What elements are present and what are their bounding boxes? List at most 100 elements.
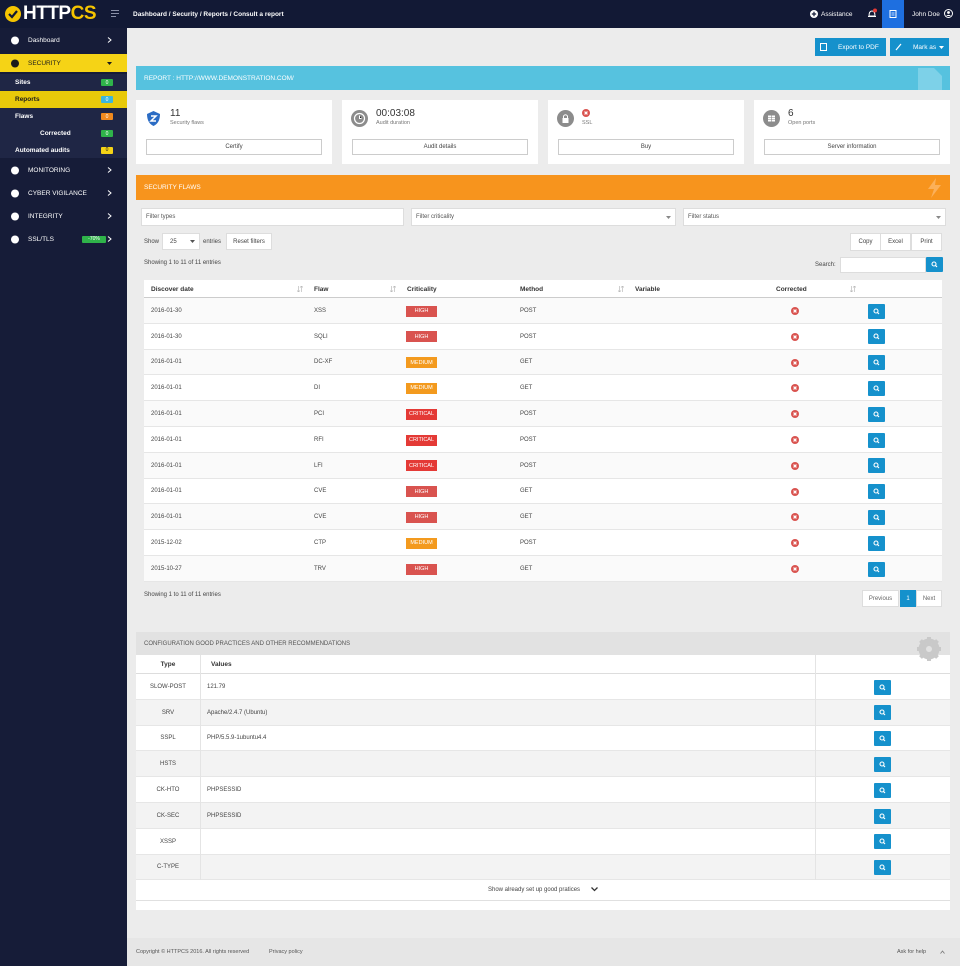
- export-button[interactable]: [815, 38, 886, 56]
- status-icon: [791, 513, 799, 522]
- view-button[interactable]: [868, 535, 885, 551]
- view-button-shape: [873, 436, 880, 443]
- filter-input[interactable]: [411, 208, 676, 226]
- view-button[interactable]: [868, 303, 885, 319]
- view-button[interactable]: [874, 860, 891, 876]
- cell-flaw: CVE: [314, 488, 327, 495]
- view-button[interactable]: [868, 561, 885, 577]
- page-size-select[interactable]: [162, 233, 200, 250]
- export-option[interactable]: Copy: [850, 233, 881, 251]
- view-button[interactable]: [874, 705, 891, 721]
- cell-method: GET: [520, 359, 533, 366]
- nav-label[interactable]: Corrected: [40, 130, 71, 137]
- nav-item-bg[interactable]: [0, 91, 127, 108]
- nav-label[interactable]: MONITORING: [28, 166, 71, 174]
- status-icon-shape: [791, 332, 799, 341]
- cell-date: 2016-01-01: [151, 385, 182, 392]
- nav-label[interactable]: Dashboard: [28, 36, 60, 44]
- nav-label[interactable]: SECURITY: [28, 59, 61, 67]
- cell-flaw: LFI: [314, 462, 323, 469]
- nav-item-bg[interactable]: [0, 125, 127, 142]
- cell-date: 2015-12-02: [151, 540, 182, 547]
- sort-icon: [618, 286, 624, 292]
- view-button[interactable]: [868, 458, 885, 474]
- view-button[interactable]: [868, 484, 885, 500]
- menu-toggle[interactable]: [111, 10, 119, 17]
- sort-icon-shape: [850, 286, 856, 292]
- nav-label[interactable]: Reports: [15, 96, 40, 103]
- view-button[interactable]: [868, 355, 885, 371]
- cell-date: 2015-10-27: [151, 565, 182, 572]
- nav-item-bg[interactable]: [0, 108, 127, 125]
- column-header[interactable]: Corrected: [776, 285, 807, 293]
- reset-button[interactable]: Reset filters: [226, 233, 272, 250]
- assistance-icon-shape: [810, 10, 818, 18]
- chevron-shape: [107, 37, 112, 43]
- assistance-link[interactable]: Assistance: [821, 10, 853, 18]
- filter-input[interactable]: [683, 208, 946, 226]
- view-button[interactable]: [874, 756, 891, 772]
- cell-flaw: CVE: [314, 514, 327, 521]
- help-link[interactable]: Ask for help: [897, 949, 927, 955]
- view-button-shape: [873, 462, 880, 469]
- nav-item-bg[interactable]: [0, 142, 127, 158]
- view-button[interactable]: [868, 380, 885, 396]
- search-input[interactable]: [840, 257, 926, 273]
- nav-label[interactable]: Sites: [15, 79, 31, 86]
- cell-method: POST: [520, 436, 537, 443]
- view-button-shape-shape: [883, 868, 886, 871]
- view-button[interactable]: [868, 509, 885, 525]
- top-bar: [0, 0, 960, 28]
- nav-item-bg[interactable]: [0, 54, 127, 72]
- notification-bell[interactable]: [867, 8, 877, 19]
- column-header[interactable]: Method: [520, 285, 544, 293]
- nav-badge: 0: [101, 130, 113, 137]
- view-button[interactable]: [868, 406, 885, 422]
- view-button[interactable]: [868, 432, 885, 448]
- user-icon-shape-shape: [944, 9, 953, 18]
- card-button[interactable]: Audit details: [352, 139, 528, 155]
- view-button[interactable]: [874, 808, 891, 824]
- show-more-link[interactable]: Show already set up good pratices: [488, 887, 581, 893]
- status-icon: [791, 565, 799, 573]
- column-header[interactable]: Discover date: [151, 285, 194, 293]
- view-button[interactable]: [874, 782, 891, 798]
- nav-label[interactable]: Flaws: [15, 113, 34, 120]
- status-icon-shape: [791, 487, 799, 496]
- cell-method: POST: [520, 462, 537, 469]
- view-button[interactable]: [868, 329, 885, 345]
- notes-button[interactable]: [882, 0, 904, 28]
- privacy-link[interactable]: Privacy policy: [269, 949, 303, 955]
- chevron-shape: [107, 236, 112, 242]
- card-button[interactable]: Server information: [764, 139, 940, 155]
- column-header[interactable]: Criticality: [407, 285, 437, 293]
- view-button[interactable]: [874, 731, 891, 747]
- chevron: [107, 236, 112, 242]
- sort-icon-shape: [390, 286, 396, 292]
- view-button[interactable]: [874, 834, 891, 850]
- card-button[interactable]: Certify: [146, 139, 322, 155]
- nav-label[interactable]: INTEGRITY: [28, 212, 63, 220]
- column-header[interactable]: Variable: [635, 285, 660, 293]
- nav-label[interactable]: CYBER VIGILANCE: [28, 189, 87, 197]
- nav-label[interactable]: SSL/TLS: [28, 235, 55, 243]
- filter-input[interactable]: [141, 208, 404, 226]
- cell-flaw: CTP: [314, 540, 326, 547]
- nav-item-bg[interactable]: [0, 74, 127, 91]
- export-option[interactable]: Print: [911, 233, 942, 251]
- view-button-shape-shape: [877, 517, 880, 521]
- column-header[interactable]: Flaw: [314, 285, 329, 293]
- nav-label[interactable]: Automated audits: [15, 146, 70, 154]
- mark-button[interactable]: [890, 38, 949, 56]
- card-button[interactable]: Buy: [558, 139, 734, 155]
- view-button[interactable]: [874, 679, 891, 695]
- status-icon-shape: [791, 461, 799, 470]
- page-link[interactable]: Previous: [862, 590, 899, 607]
- page-link[interactable]: Next: [916, 590, 942, 607]
- view-button-shape-shape: [879, 787, 885, 793]
- export-option[interactable]: Excel: [880, 233, 911, 251]
- page-link-active[interactable]: 1: [900, 590, 916, 607]
- view-button[interactable]: [926, 257, 943, 272]
- user-name[interactable]: John Doe: [912, 10, 940, 18]
- nav-icon-shape-shape: [11, 59, 19, 67]
